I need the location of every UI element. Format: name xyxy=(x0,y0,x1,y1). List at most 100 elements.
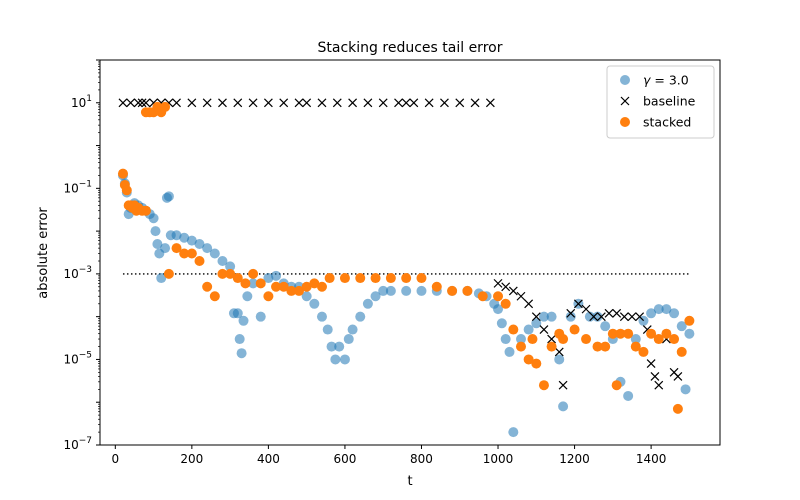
data-point xyxy=(339,354,350,365)
data-point xyxy=(332,98,342,108)
data-point xyxy=(209,291,220,302)
data-point xyxy=(186,235,197,246)
legend-label: stacked xyxy=(643,115,691,130)
data-point xyxy=(248,278,259,289)
data-point xyxy=(653,334,664,345)
data-point xyxy=(240,278,251,289)
plot-area xyxy=(117,98,695,438)
data-point xyxy=(650,372,660,381)
data-point xyxy=(179,232,190,243)
x-tick-label: 800 xyxy=(410,452,433,466)
data-point xyxy=(363,98,373,108)
data-point xyxy=(627,312,637,322)
data-point xyxy=(160,243,171,254)
data-point xyxy=(334,341,345,352)
y-tick-label: 10−5 xyxy=(63,350,92,366)
data-point xyxy=(589,312,599,322)
data-point xyxy=(150,226,161,237)
data-point xyxy=(669,334,680,345)
data-point xyxy=(242,291,253,302)
legend-label: γ = 3.0 xyxy=(643,73,689,88)
data-point xyxy=(294,98,304,108)
data-point xyxy=(317,98,327,108)
x-tick-label: 600 xyxy=(333,452,356,466)
data-point xyxy=(234,334,245,345)
x-tick-label: 200 xyxy=(180,452,203,466)
data-point xyxy=(248,98,258,108)
data-point xyxy=(137,98,147,108)
data-point xyxy=(531,358,542,369)
data-point xyxy=(501,282,511,292)
data-point xyxy=(600,341,611,352)
data-point xyxy=(294,285,305,296)
data-point xyxy=(152,238,163,249)
data-point xyxy=(362,298,373,309)
data-point xyxy=(646,308,657,319)
data-point xyxy=(669,308,680,319)
data-point xyxy=(558,380,568,390)
data-point xyxy=(646,359,656,369)
data-point xyxy=(539,325,549,334)
data-point xyxy=(236,348,247,359)
legend: γ = 3.0 baseline stacked xyxy=(606,65,715,139)
data-point xyxy=(524,299,534,309)
data-point xyxy=(330,354,341,365)
data-point xyxy=(232,273,243,284)
data-point xyxy=(121,185,132,196)
data-point xyxy=(238,315,249,326)
data-point xyxy=(672,403,683,414)
data-point xyxy=(355,273,366,284)
data-point xyxy=(546,341,557,352)
series-2 xyxy=(117,101,695,414)
data-point xyxy=(409,98,419,108)
data-point xyxy=(470,98,480,108)
data-point xyxy=(202,243,213,254)
data-point xyxy=(370,291,381,302)
y-axis-label: absolute error xyxy=(36,207,51,299)
data-point xyxy=(416,285,427,296)
data-point xyxy=(217,256,228,267)
data-point xyxy=(592,311,603,322)
data-point xyxy=(263,273,274,284)
data-point xyxy=(194,256,205,267)
y-tick-label: 10−3 xyxy=(63,265,92,281)
data-point xyxy=(584,311,595,322)
data-point xyxy=(527,334,538,345)
data-point xyxy=(635,312,645,322)
data-point xyxy=(516,291,526,301)
axes: 0 200 400 600 800 1000 1200 1400 10−7 10−5 10−3 10−… xyxy=(63,59,721,466)
data-point xyxy=(279,98,289,108)
data-point xyxy=(638,346,649,357)
legend-marker xyxy=(620,96,630,106)
data-point xyxy=(523,354,534,365)
data-point xyxy=(186,248,197,259)
data-point xyxy=(565,311,576,322)
data-point xyxy=(600,321,611,332)
data-point xyxy=(225,268,236,279)
data-point xyxy=(455,98,465,108)
data-point xyxy=(630,341,641,352)
data-point xyxy=(508,286,518,296)
data-point xyxy=(347,324,358,335)
data-point xyxy=(515,341,526,352)
legend-label: baseline xyxy=(643,94,696,109)
data-point xyxy=(440,98,449,108)
data-point xyxy=(255,311,266,322)
data-point xyxy=(431,281,442,292)
data-point xyxy=(424,98,434,108)
y-tick-label: 10−1 xyxy=(63,179,92,195)
data-point xyxy=(630,334,641,345)
data-point xyxy=(401,273,412,284)
data-point xyxy=(278,281,289,292)
data-point xyxy=(355,311,366,322)
y-tick-label: 101 xyxy=(71,94,92,110)
data-point xyxy=(612,308,622,318)
data-point xyxy=(523,324,534,335)
data-point xyxy=(661,304,672,315)
data-point xyxy=(500,298,511,309)
data-point xyxy=(554,354,565,365)
data-point xyxy=(302,98,312,108)
data-point xyxy=(554,347,564,357)
data-point xyxy=(485,98,495,108)
data-point xyxy=(271,281,282,292)
